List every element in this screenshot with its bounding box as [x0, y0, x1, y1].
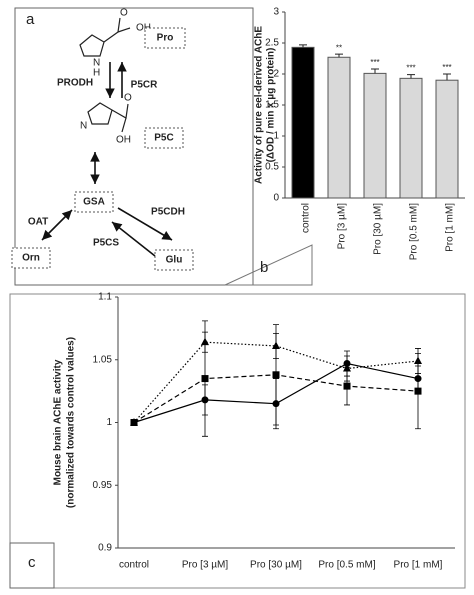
bar [435, 79, 459, 199]
marker [272, 371, 280, 379]
marker [201, 337, 209, 346]
x-tick-label: Pro [30 µM] [250, 560, 302, 571]
y-tick-label: 0 [273, 193, 279, 204]
marker [414, 387, 422, 395]
y-tick-label: 0.95 [93, 480, 113, 491]
node-box [144, 127, 184, 149]
x-tick-label: Pro [0.5 mM] [318, 560, 375, 571]
x-tick-label: control [301, 203, 312, 233]
panel-b-decoration [224, 244, 313, 286]
x-tick-label: Pro [3 µM] [182, 560, 229, 571]
marker [201, 375, 209, 383]
significance: ** [336, 43, 342, 52]
error-bar [299, 44, 307, 48]
node-label: Orn [22, 253, 40, 264]
p5c-structure [87, 102, 129, 133]
enzyme-label: P5CS [93, 238, 119, 249]
node-label: P5C [154, 133, 173, 144]
atom: O [120, 8, 128, 19]
atom: H [93, 68, 100, 79]
node-label: Pro [157, 33, 174, 44]
significance: *** [442, 63, 451, 72]
significance: *** [406, 64, 415, 73]
node-box [154, 249, 194, 271]
atom: N [93, 58, 100, 69]
y-tick-label: 1 [273, 131, 279, 142]
node-label: Glu [166, 255, 183, 266]
x-tick-label: Pro [1 mM] [394, 560, 443, 571]
arrow [41, 209, 73, 241]
node-box [11, 247, 51, 269]
y-tick-label: 1.1 [98, 292, 112, 303]
x-tick-label: Pro [3 µM] [337, 203, 348, 250]
y-axis-label: (normalized towards control values) [66, 337, 77, 508]
proline-structure [79, 17, 131, 57]
atom: N [80, 121, 87, 132]
y-tick-label: 1 [106, 417, 112, 428]
y-tick-label: 3 [273, 7, 279, 18]
marker [343, 364, 351, 372]
y-axis-label: (ΔOD / min x µg protein) [266, 48, 277, 163]
error-bar [371, 68, 379, 74]
error-bar [335, 53, 343, 58]
panel-label: a [26, 11, 35, 28]
atom: O [124, 93, 132, 104]
panel-label: c [28, 554, 36, 571]
significance: *** [370, 58, 379, 67]
enzyme-label: PRODH [57, 78, 93, 89]
marker [130, 418, 138, 426]
node-box [144, 27, 186, 49]
enzyme-label: P5CR [131, 80, 158, 91]
panel-c-frame [9, 293, 466, 589]
arrow [111, 221, 156, 257]
y-tick-label: 2.5 [265, 38, 279, 49]
enzyme-label: P5CDH [151, 207, 185, 218]
atom: OH [116, 135, 131, 146]
bar [327, 56, 351, 199]
node-box [74, 191, 114, 213]
y-tick-label: 0.5 [265, 162, 279, 173]
y-tick-label: 0.9 [98, 543, 112, 554]
x-tick-label: Pro [0.5 mM] [409, 203, 420, 260]
y-tick-label: 2 [273, 69, 279, 80]
series-line [133, 341, 419, 423]
x-tick-label: Pro [30 µM] [373, 203, 384, 255]
error-bar [407, 74, 415, 79]
marker [272, 341, 280, 349]
bar [363, 72, 387, 199]
panel-a-frame [14, 7, 254, 286]
y-axis-label: Mouse brain AChE activity [53, 359, 64, 485]
y-axis-label: Activity of pure eel-derived AChE [254, 26, 265, 184]
y-tick-label: 1.05 [93, 354, 113, 365]
arrow [117, 207, 173, 241]
atom: OH [136, 23, 151, 34]
enzyme-label: OAT [28, 217, 48, 228]
node-label: GSA [83, 197, 105, 208]
marker [343, 382, 351, 390]
panel-c-label-box [9, 542, 55, 589]
x-tick-label: control [119, 560, 149, 571]
bar [399, 77, 423, 199]
panel-label: b [260, 259, 268, 276]
bar [291, 46, 315, 199]
marker [414, 356, 422, 365]
y-tick-label: 1.5 [265, 100, 279, 111]
x-tick-label: Pro [1 mM] [445, 203, 456, 252]
error-bar [443, 73, 451, 81]
